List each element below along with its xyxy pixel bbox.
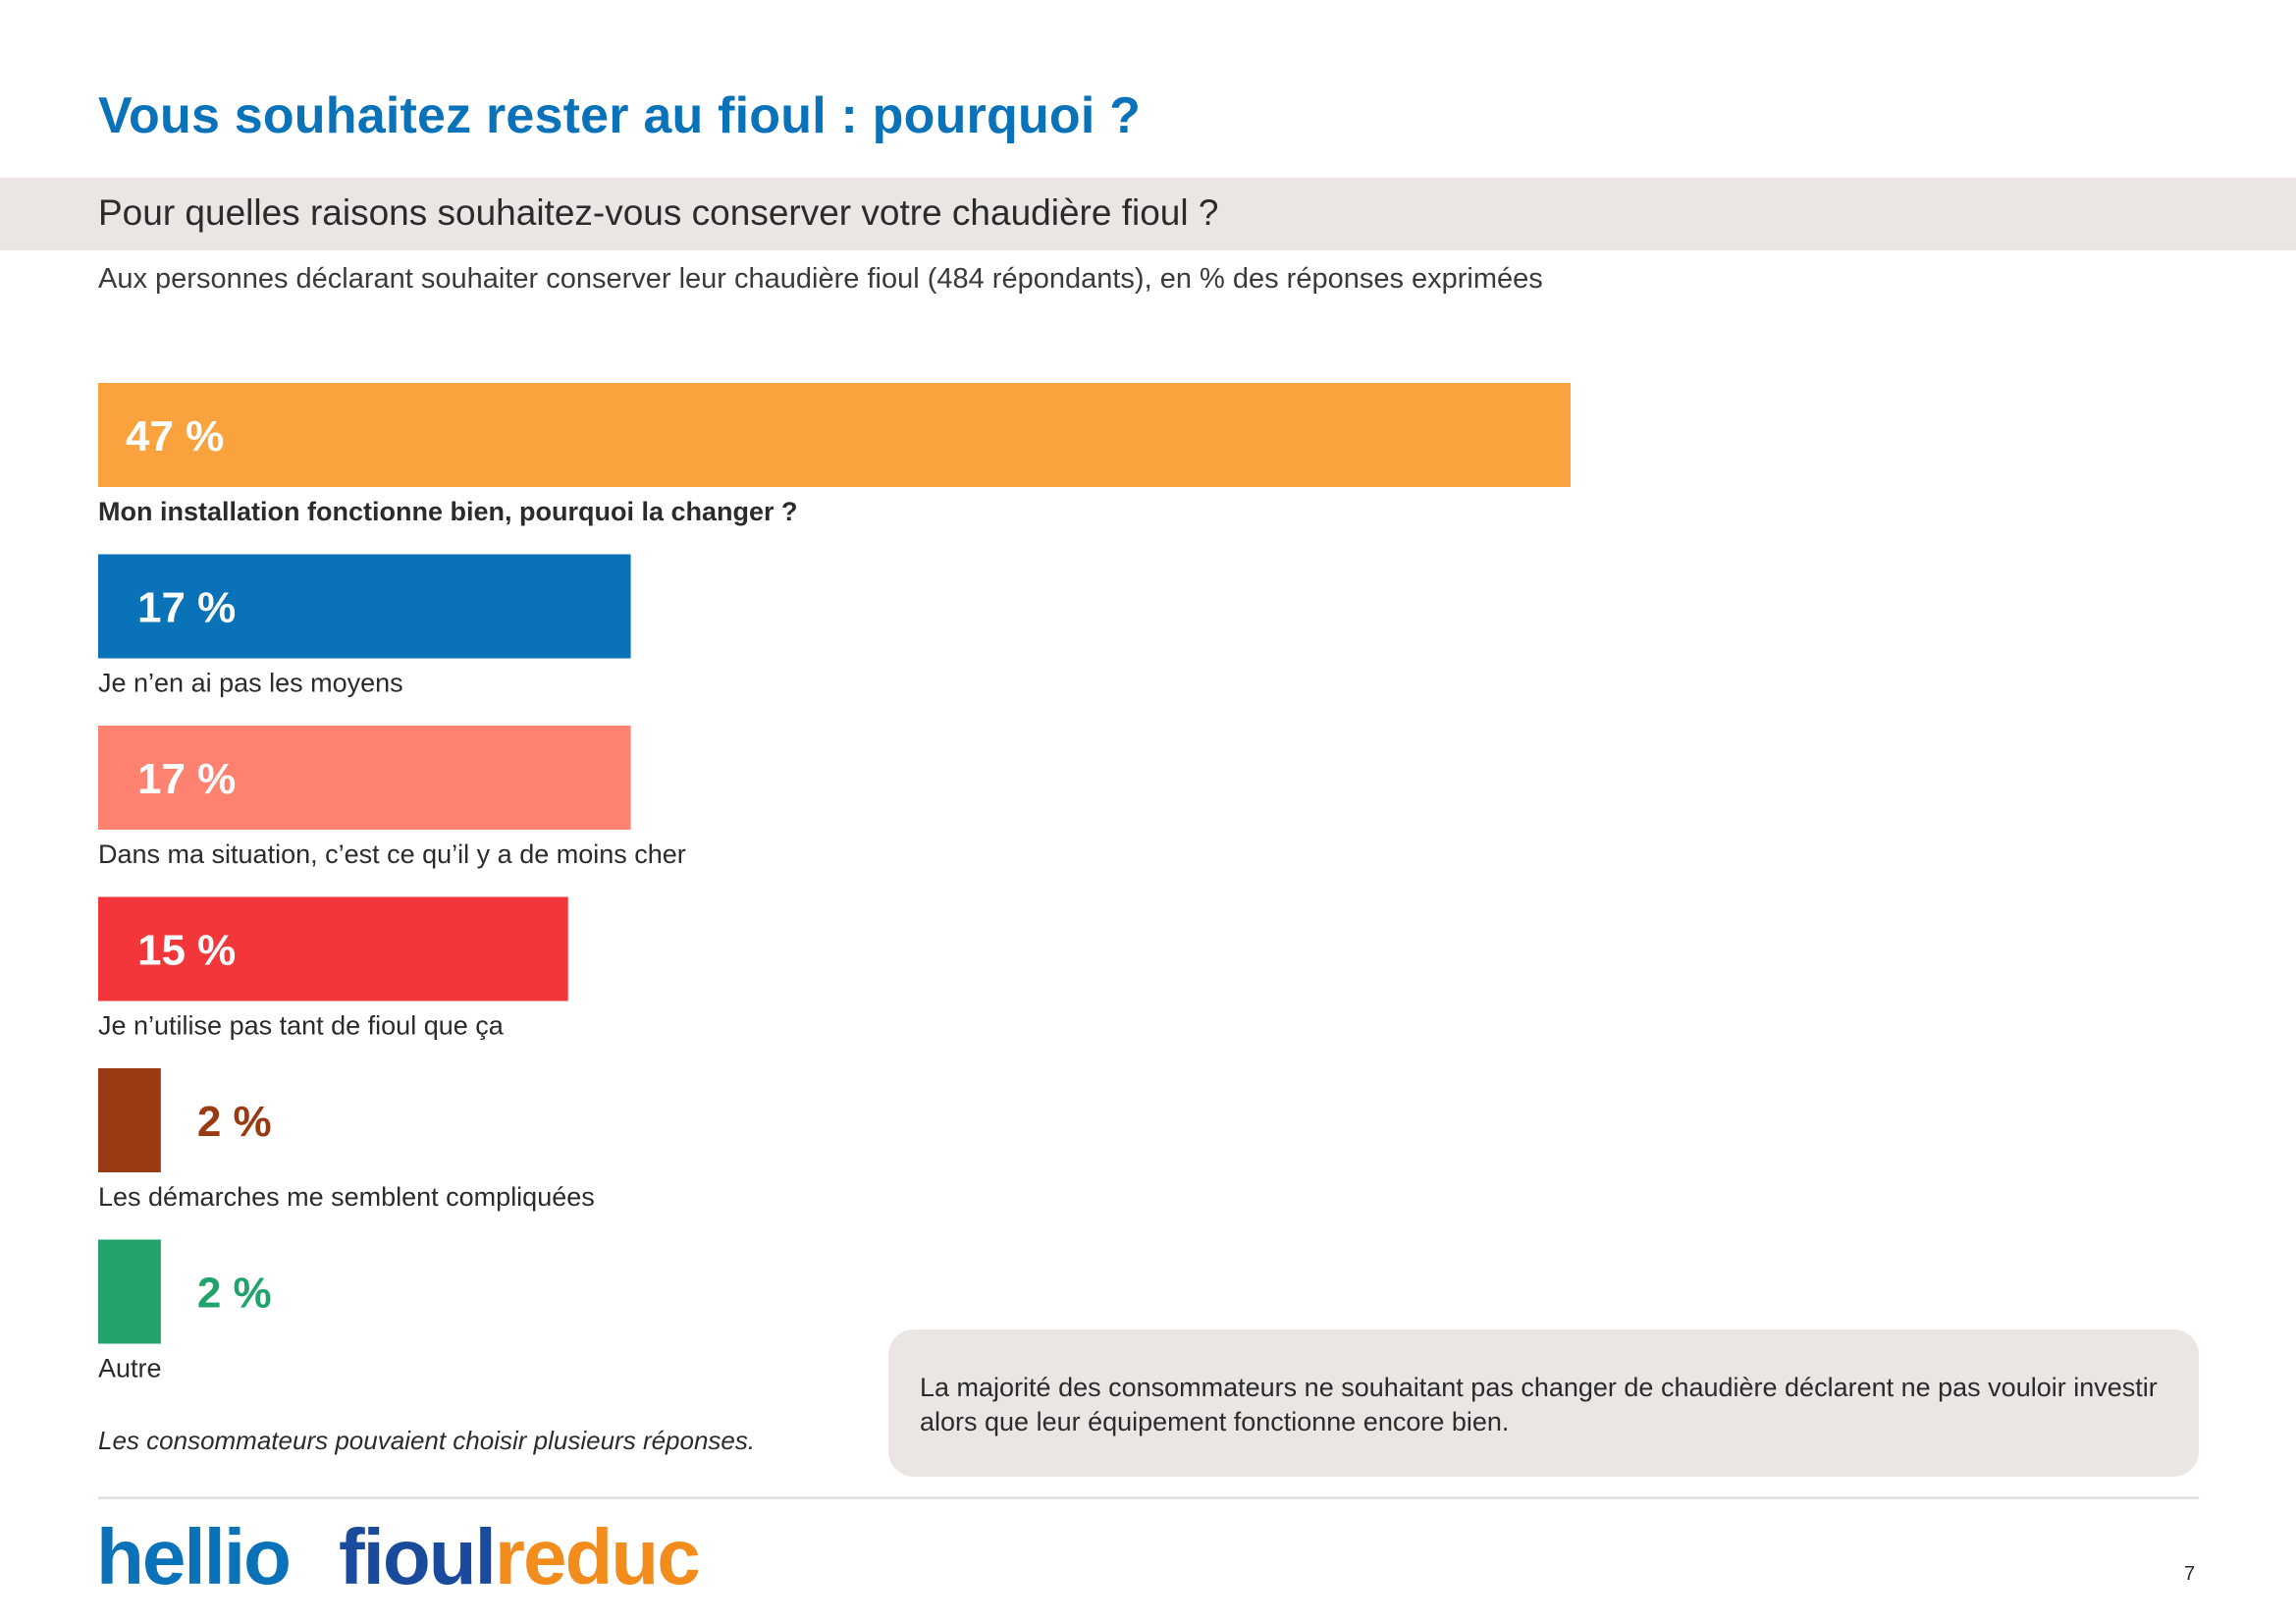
footnote: Les consommateurs pouvaient choisir plus…: [98, 1426, 756, 1455]
bar-value-label: 17 %: [137, 584, 236, 632]
category-label: Je n’en ai pas les moyens: [98, 669, 403, 698]
footer-divider: [98, 1496, 2199, 1499]
category-label: Je n’utilise pas tant de fioul que ça: [98, 1011, 505, 1041]
question-band: [0, 178, 2296, 250]
bar-3: [98, 726, 631, 830]
category-label: Mon installation fonctionne bien, pourqu…: [98, 497, 798, 526]
hellio-logo: hellio: [96, 1513, 292, 1600]
survey-question: Pour quelles raisons souhaitez-vous cons…: [98, 192, 1219, 233]
callout-text: La majorité des consommateurs ne souhait…: [920, 1373, 2158, 1436]
fioulreduc-logo: fioulreduc: [339, 1513, 701, 1600]
bar-value-label: 2 %: [197, 1270, 272, 1318]
bar-2: [98, 554, 631, 659]
bar-1: [98, 383, 1571, 487]
callout-box: La majorité des consommateurs ne souhait…: [888, 1329, 2199, 1477]
category-label: Autre: [98, 1354, 162, 1383]
page-number: 7: [2184, 1563, 2196, 1585]
bar-value-label: 47 %: [126, 412, 224, 460]
bar-5: [98, 1068, 161, 1172]
bar-value-label: 15 %: [137, 927, 236, 975]
page-title: Vous souhaitez rester au fioul : pourquo…: [98, 87, 1142, 144]
category-label: Dans ma situation, c’est ce qu’il y a de…: [98, 839, 686, 869]
category-label: Les démarches me semblent compliquées: [98, 1182, 595, 1212]
bar-4: [98, 896, 568, 1001]
bar-value-label: 2 %: [197, 1098, 272, 1146]
bar-value-label: 17 %: [137, 755, 236, 803]
bar-6: [98, 1239, 161, 1344]
survey-subtitle: Aux personnes déclarant souhaiter conser…: [98, 263, 1543, 295]
